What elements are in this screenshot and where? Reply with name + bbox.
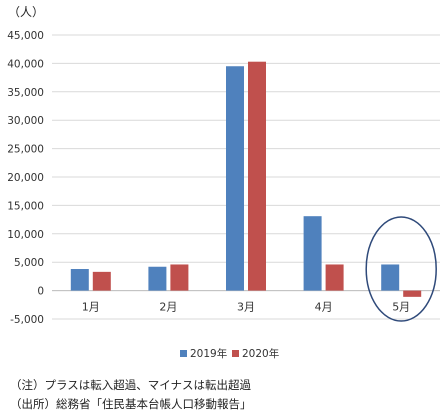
- legend-label: 2020年: [242, 347, 279, 360]
- bar: [248, 61, 266, 291]
- y-tick-label: 10,000: [7, 229, 44, 241]
- y-unit-label: （人）: [8, 5, 45, 19]
- bar: [148, 266, 167, 291]
- y-tick-label: 0: [37, 286, 44, 298]
- legend-label: 2019年: [190, 347, 227, 360]
- x-tick-label: 4月: [315, 301, 333, 314]
- y-tick-label: 35,000: [7, 87, 44, 99]
- y-tick-label: 20,000: [7, 172, 44, 184]
- bar: [381, 264, 400, 291]
- bar: [303, 216, 322, 291]
- source-text: （出所）総務省「住民基本台帳人口移動報告」: [10, 397, 252, 411]
- y-tick-label: 15,000: [7, 200, 44, 212]
- x-tick-label: 2月: [159, 301, 177, 314]
- y-tick-label: 5,000: [14, 257, 44, 269]
- bar: [170, 264, 189, 291]
- bar: [226, 66, 244, 291]
- y-tick-label: -5,000: [10, 314, 44, 326]
- y-tick-label: 45,000: [7, 30, 44, 42]
- legend-swatch: [232, 350, 239, 357]
- y-tick-label: 30,000: [7, 115, 44, 127]
- x-tick-label: 1月: [82, 301, 100, 314]
- bar: [92, 271, 111, 291]
- legend-swatch: [180, 350, 187, 357]
- y-tick-label: 40,000: [7, 58, 44, 70]
- bar: [403, 290, 422, 297]
- x-tick-label: 5月: [392, 301, 410, 314]
- bar-chart: -5,000 0 5,000 10,000 15,000 20,000 25,000 30,0…: [7, 30, 440, 360]
- highlight-ellipse: [365, 216, 437, 322]
- note-text: （注）プラスは転入超過、マイナスは転出超過: [10, 378, 252, 392]
- x-tick-label: 3月: [237, 301, 255, 314]
- y-tick-label: 25,000: [7, 144, 44, 156]
- bar: [325, 264, 344, 291]
- bar: [70, 269, 89, 291]
